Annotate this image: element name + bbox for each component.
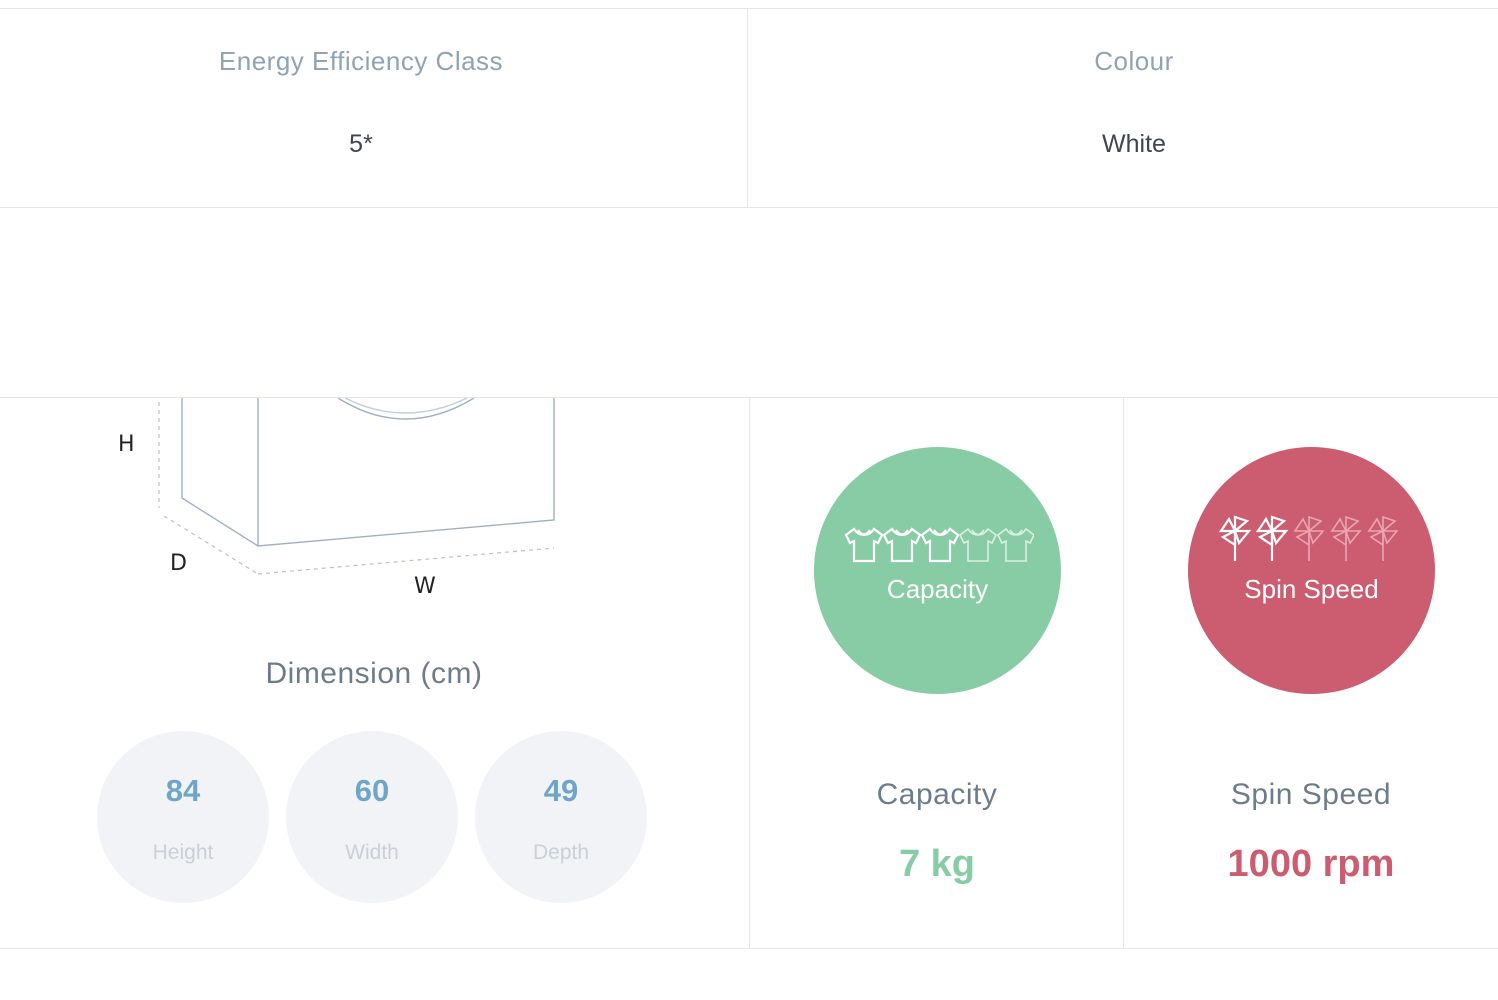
capacity-circle-label: Capacity: [886, 574, 989, 604]
pinwheel-icon: [1218, 515, 1251, 561]
pinwheel-icon: [1255, 515, 1288, 561]
capacity-title: Capacity: [876, 778, 998, 811]
height-label: Height: [152, 841, 214, 864]
top-divider: [0, 8, 1498, 9]
dimension-depth-badge: 49 Depth: [475, 731, 647, 903]
shirt-icon: [882, 527, 921, 563]
capacity-icon-row: [844, 527, 1035, 563]
pinwheel-icon: [1330, 515, 1362, 561]
spin-speed-icon-row: [1218, 515, 1399, 561]
colour-label: Colour: [1094, 46, 1174, 76]
energy-efficiency-value: 5*: [349, 130, 373, 158]
capacity-value: 7 kg: [898, 843, 976, 885]
energy-efficiency-label: Energy Efficiency Class: [218, 46, 504, 76]
feature-column-divider: [1123, 397, 1124, 949]
shirt-icon: [996, 527, 1035, 562]
spin-speed-title: Spin Speed: [1230, 778, 1392, 811]
spin-speed-level-icons: [1188, 513, 1435, 568]
height-axis-label: H: [118, 432, 135, 457]
capacity-level-icons: [814, 525, 1061, 570]
shirt-icon: [958, 527, 997, 562]
specs-bottom-divider: [0, 207, 1498, 208]
pinwheel-icon: [1367, 515, 1399, 561]
dimension-height-badge: 84 Height: [97, 731, 269, 903]
pinwheel-icon: [1293, 515, 1325, 561]
washing-machine-dimension-illustration: [158, 398, 555, 575]
height-value: 84: [165, 773, 201, 808]
dimension-width-badge: 60 Width: [286, 731, 458, 903]
depth-value: 49: [543, 773, 579, 808]
features-bottom-divider: [0, 948, 1498, 949]
colour-value: White: [1102, 130, 1166, 158]
width-axis-label: W: [414, 574, 436, 599]
depth-axis-label: D: [170, 551, 187, 576]
shirt-icon: [844, 527, 883, 563]
capacity-circle: Capacity: [814, 447, 1061, 694]
spec-column-divider: [747, 8, 748, 208]
spin-speed-circle: Spin Speed: [1188, 447, 1435, 694]
dimension-title: Dimension (cm): [265, 657, 483, 690]
depth-label: Depth: [532, 841, 590, 864]
shirt-icon: [920, 527, 959, 563]
dimension-column-divider: [749, 397, 750, 949]
width-value: 60: [354, 773, 390, 808]
spin-speed-circle-label: Spin Speed: [1244, 574, 1379, 604]
width-label: Width: [345, 841, 399, 864]
spin-speed-value: 1000 rpm: [1227, 843, 1395, 885]
